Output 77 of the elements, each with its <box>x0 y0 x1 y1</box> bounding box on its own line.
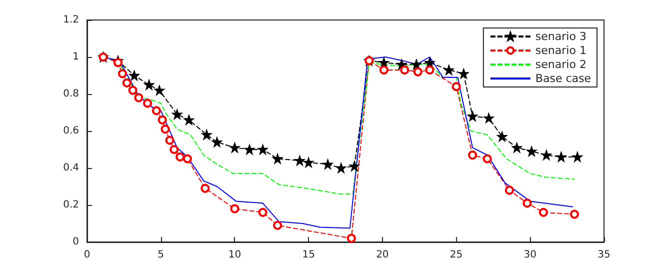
x-tick-label: 10 <box>228 250 242 260</box>
point <box>322 159 333 170</box>
point <box>482 154 492 164</box>
point <box>346 234 356 243</box>
point <box>484 113 494 124</box>
point <box>522 198 532 208</box>
point <box>304 157 314 168</box>
point <box>114 58 123 68</box>
point <box>200 184 210 193</box>
y-tick-label: 0.2 <box>63 200 79 210</box>
point <box>378 58 389 68</box>
point <box>336 163 346 173</box>
x-tick-label: 35 <box>598 250 610 260</box>
point <box>504 186 514 195</box>
point <box>134 93 144 102</box>
point <box>458 68 469 79</box>
point <box>118 69 127 78</box>
point <box>129 70 140 80</box>
y-tick-label: 0.4 <box>63 162 79 174</box>
point <box>570 210 579 219</box>
point <box>158 115 167 124</box>
point <box>202 130 212 140</box>
point <box>411 59 422 70</box>
point <box>258 208 268 217</box>
point <box>160 124 170 134</box>
x-tick-label: 15 <box>302 250 315 260</box>
point <box>526 146 537 156</box>
x-tick-label: 5 <box>158 250 164 260</box>
point <box>556 152 566 162</box>
point <box>258 144 268 154</box>
x-tick-label: 30 <box>524 250 537 260</box>
y-tick-label: 1 <box>72 52 79 62</box>
point <box>172 109 182 120</box>
point <box>349 161 360 172</box>
point <box>165 136 174 145</box>
legend-label: Base case <box>535 72 592 85</box>
x-tick-label: 25 <box>450 250 463 260</box>
point <box>182 154 192 164</box>
x-tick-label: 0 <box>84 250 90 260</box>
point <box>122 78 132 88</box>
point <box>152 106 161 116</box>
point <box>184 114 194 125</box>
y-tick-label: 0.8 <box>63 88 79 100</box>
point <box>128 86 138 95</box>
y-tick-label: 0 <box>72 236 79 248</box>
point <box>425 65 434 74</box>
point <box>230 142 240 153</box>
y-tick-label: 1.2 <box>63 14 79 26</box>
point <box>244 144 254 154</box>
point <box>452 82 461 92</box>
point <box>230 204 240 214</box>
point <box>154 85 164 96</box>
y-tick-label: 0.6 <box>63 126 79 136</box>
point <box>444 64 454 75</box>
point <box>273 220 282 230</box>
point <box>541 150 552 160</box>
legend-label: senario 2 <box>535 58 586 71</box>
point <box>512 142 522 153</box>
x-tick-label: 20 <box>376 250 389 260</box>
point <box>413 67 422 76</box>
point <box>497 132 508 142</box>
legend-label: senario 1 <box>535 44 586 57</box>
point <box>176 152 185 162</box>
point <box>272 154 283 164</box>
point <box>144 80 154 90</box>
legend-label: senario 3 <box>535 30 586 43</box>
point <box>572 152 582 162</box>
point <box>143 98 152 108</box>
point <box>379 65 388 74</box>
point <box>212 137 222 148</box>
point <box>538 208 548 217</box>
point <box>294 156 305 166</box>
point <box>400 65 410 74</box>
point <box>468 111 478 122</box>
point <box>170 145 179 154</box>
point <box>424 58 435 68</box>
point <box>468 150 478 160</box>
